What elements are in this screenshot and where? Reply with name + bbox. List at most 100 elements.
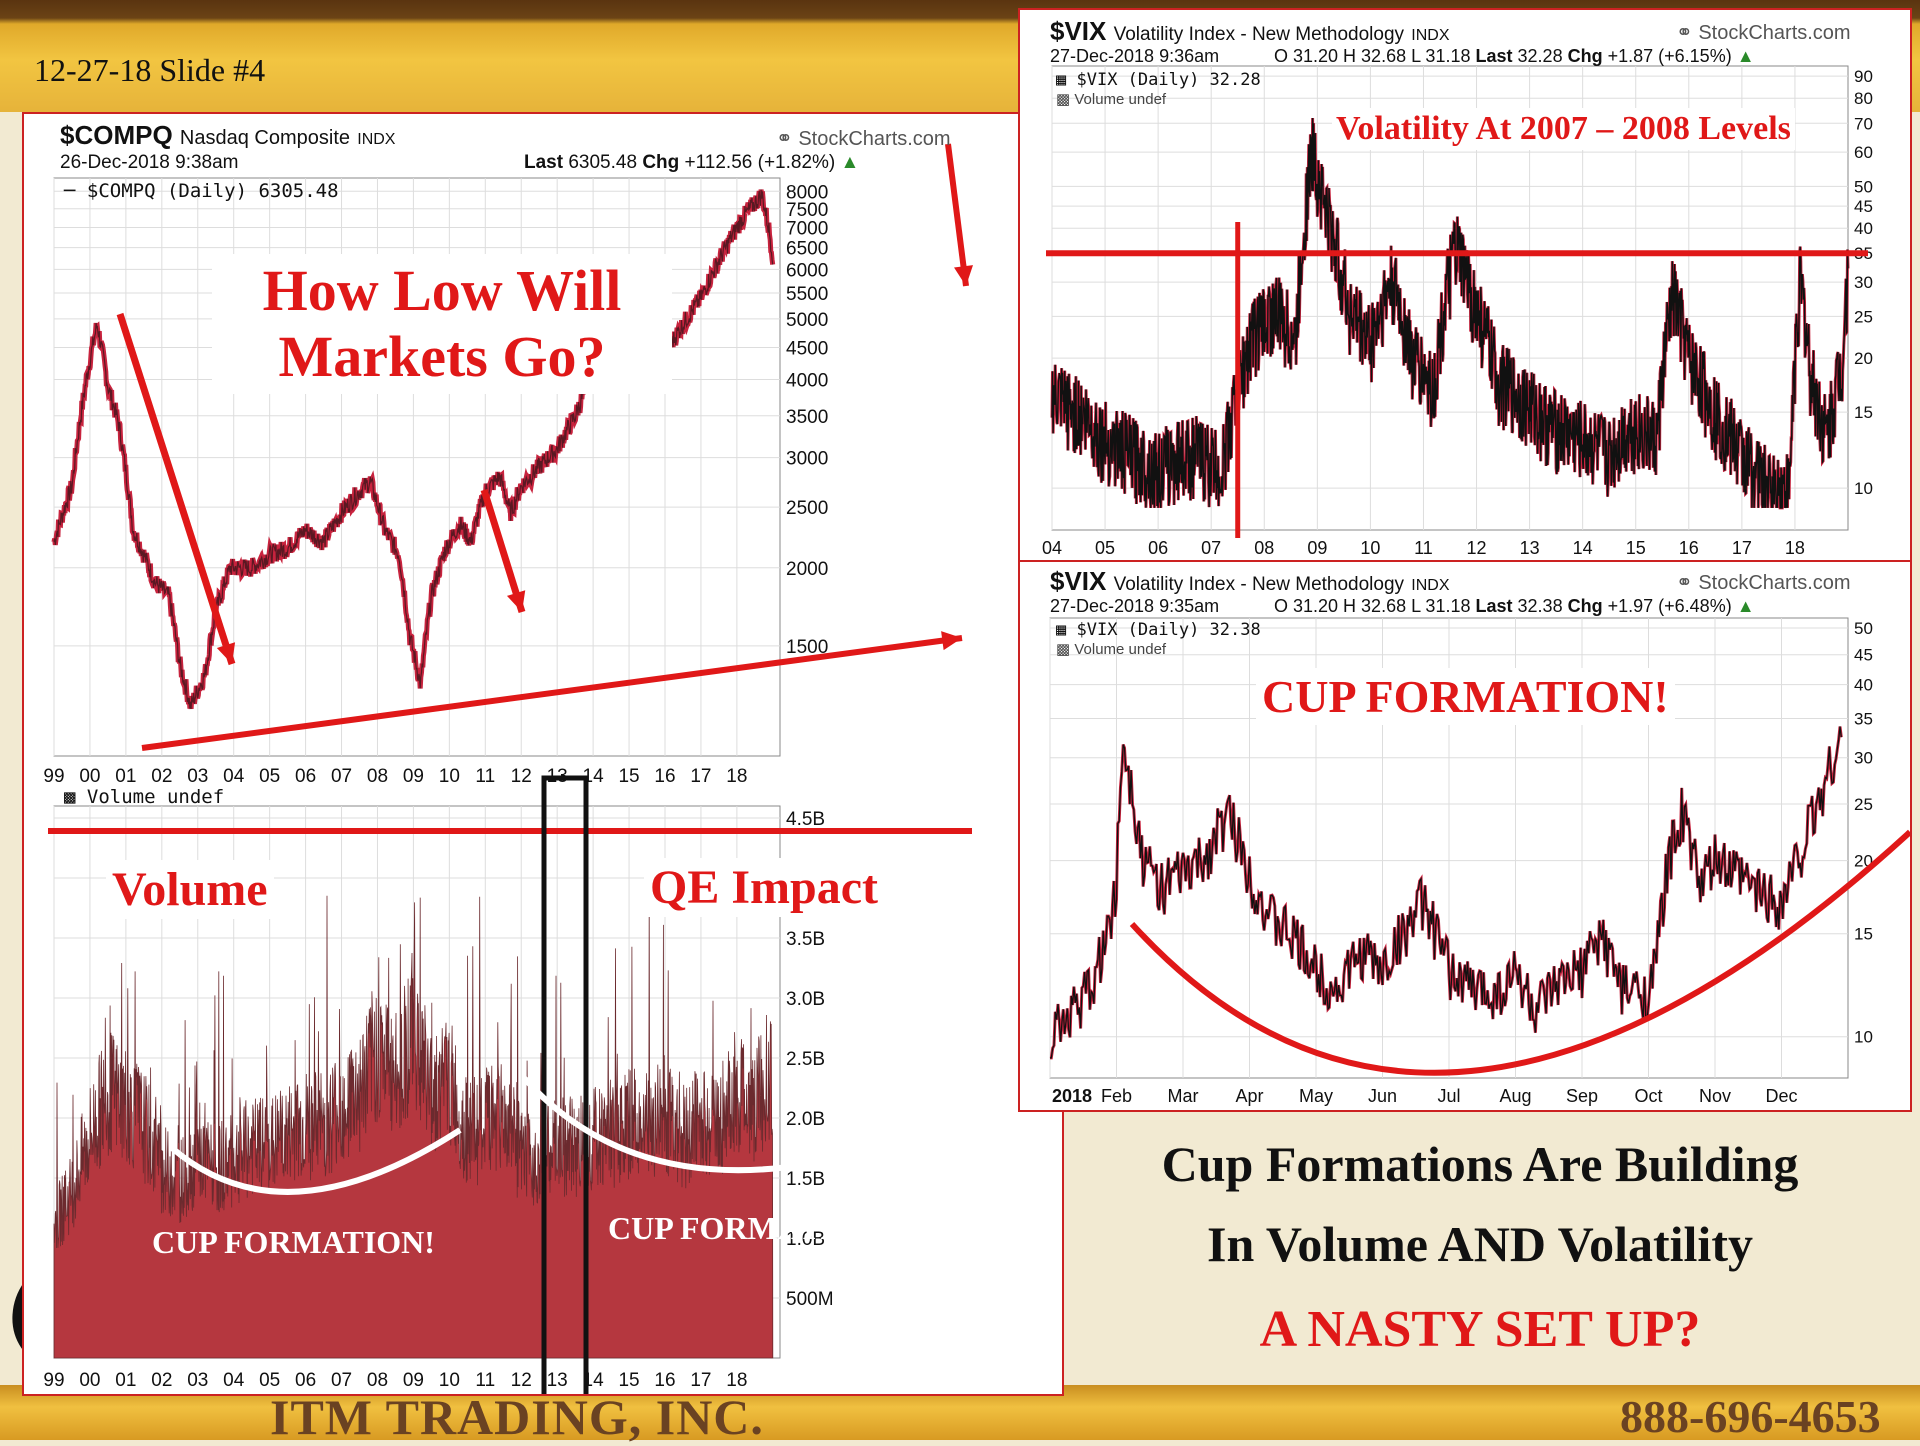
vix-2018-chart: 2018 Feb Mar Apr May Jun Jul Aug Sep Oct Nov Dec 50 4…: [1018, 560, 1912, 1112]
compq-volume-x-tick-label: 02: [151, 1370, 172, 1391]
vix-long-x-tick-label: 08: [1254, 538, 1274, 558]
compq-y-tick-label: 2000: [786, 559, 828, 580]
vix-long-x-tick-label: 11: [1414, 538, 1433, 558]
compq-annotation-title: How Low Will Markets Go?: [212, 254, 672, 394]
vix-2018-x-tick-label: Jul: [1437, 1086, 1460, 1106]
compq-x-tick-label: 12: [511, 766, 532, 787]
vix-long-x-tick-label: 17: [1732, 538, 1752, 558]
compq-decline-arrow-2008: [480, 488, 526, 614]
vix-2018-legend: ▦ $VIX (Daily) 32.38: [1056, 620, 1261, 640]
compq-name: Nasdaq Composite: [179, 127, 351, 149]
vix-long-x-tick-label: 12: [1467, 538, 1487, 558]
vix-long-x-tick-label: 13: [1520, 538, 1540, 558]
company-name: ITM TRADING, INC.: [270, 1389, 764, 1445]
slide-question: A NASTY SET UP?: [1259, 1301, 1701, 1358]
compq-x-tick-label: 09: [403, 766, 424, 787]
company-phone: 888-696-4653: [1620, 1391, 1881, 1442]
vix-long-y-tick-label: 15: [1854, 403, 1873, 422]
vix-long-y-tick-label: 50: [1854, 177, 1873, 196]
slide-headline: Cup Formations Are Building In Volume AN…: [1060, 1124, 1900, 1284]
vix-2018-x-tick-label: Oct: [1634, 1086, 1662, 1106]
vix-2018-x-tick-label: 2018: [1052, 1086, 1092, 1106]
compq-volume-y-tick-label: 3.0B: [786, 989, 825, 1010]
vix-long-x-tick-label: 04: [1042, 538, 1062, 558]
compq-x-tick-label: 10: [439, 766, 460, 787]
vix-long-x-tick-label: 15: [1626, 538, 1646, 558]
compq-symbol: $COMPQ: [60, 120, 173, 150]
compq-y-tick-label: 2500: [786, 498, 828, 519]
vix-2018-y-tick-label: 10: [1854, 1028, 1873, 1047]
compq-volume-x-tick-label: 99: [43, 1370, 64, 1391]
up-triangle-icon: ▲: [840, 152, 860, 173]
vix-2018-x-tick-label: Feb: [1101, 1086, 1132, 1106]
vix-2018-x-tick-label: Apr: [1235, 1086, 1263, 1106]
compq-x-tick-label: 07: [331, 766, 352, 787]
copyright-icon: ⚭: [1676, 22, 1699, 44]
compq-date: 26-Dec-2018 9:38am: [60, 152, 239, 173]
vix-long-y-tick-label: 90: [1854, 67, 1873, 86]
compq-volume-x-tick-label: 18: [726, 1370, 747, 1391]
compq-x-tick-label: 05: [259, 766, 280, 787]
compq-volume-legend: ▩ Volume undef: [64, 786, 225, 808]
vix-long-header: $VIX Volatility Index - New Methodology …: [1050, 16, 1450, 46]
vix-2018-x-tick-label: May: [1299, 1086, 1333, 1106]
compq-x-tick-label: 00: [79, 766, 100, 787]
compq-volume-y-tick-label: 1.0B: [786, 1229, 825, 1250]
compq-x-tick-label: 02: [151, 766, 172, 787]
vix-long-x-tick-label: 09: [1307, 538, 1327, 558]
vix-long-y-tick-label: 20: [1854, 349, 1873, 368]
compq-decline-arrow-2000: [116, 312, 236, 666]
compq-volume-x-tick-label: 10: [439, 1370, 460, 1391]
compq-volume-y-tick-label: 500M: [786, 1289, 834, 1310]
vix-2018-header: $VIX Volatility Index - New Methodology …: [1050, 566, 1450, 596]
compq-volume-y-tick-label: 3.5B: [786, 929, 825, 950]
compq-x-tick-label: 16: [654, 766, 675, 787]
volume-cup-annotation-1: CUP FORMATION!: [152, 1224, 435, 1260]
vix-2018-x-tick-label: Aug: [1499, 1086, 1531, 1106]
compq-volume-x-tick-label: 16: [654, 1370, 675, 1391]
compq-y-tick-label: 6500: [786, 239, 828, 260]
vix-2018-y-tick-label: 40: [1854, 676, 1873, 695]
vix-2018-annotation: CUP FORMATION!: [1256, 668, 1675, 725]
compq-decline-arrow-2018: [945, 143, 969, 287]
vix-2018-cup-curve: [1129, 829, 1910, 1076]
ohlc-icon: ▦: [1056, 620, 1077, 640]
compq-y-tick-label: 5000: [786, 310, 828, 331]
compq-x-tick-label: 18: [726, 766, 747, 787]
ohlc-icon: ▦: [1056, 70, 1077, 90]
compq-x-tick-label: 03: [187, 766, 208, 787]
slide-label: 12-27-18 Slide #4: [34, 52, 266, 88]
vix-long-y-tick-label: 30: [1854, 273, 1873, 292]
compq-y-tick-label: 5500: [786, 284, 828, 305]
compq-volume-cup-curve-1: [170, 1127, 462, 1195]
vix-2018-x-tick-label: Sep: [1566, 1086, 1598, 1106]
compq-decline-arrow-2018-head: [954, 265, 974, 286]
compq-volume-x-tick-label: 07: [331, 1370, 352, 1391]
volume-bars-icon: ▩: [64, 786, 87, 808]
vix-long-legend: ▦ $VIX (Daily) 32.28: [1056, 70, 1261, 90]
compq-volume-x-tick-label: 01: [115, 1370, 136, 1391]
compq-header: $COMPQ Nasdaq Composite INDX: [60, 120, 395, 151]
vix-long-x-tick-label: 16: [1679, 538, 1699, 558]
vix-long-y-tick-label: 45: [1854, 197, 1873, 216]
compq-volume-x-tick-label: 04: [223, 1370, 245, 1391]
vix-2018-quote: O 31.20 H 32.68 L 31.18 Last 32.38 Chg +…: [1274, 596, 1755, 616]
compq-y-tick-label: 4000: [786, 371, 828, 392]
compq-decline-arrow-2008-head: [506, 590, 526, 612]
compq-last-chg: Last 6305.48 Chg +112.56 (+1.82%) ▲: [524, 152, 860, 173]
vix-2018-volume-legend: ▩ Volume undef: [1056, 641, 1167, 658]
copyright-icon: ⚭: [776, 128, 799, 150]
vix-long-x-tick-label: 14: [1573, 538, 1593, 558]
compq-volume-x-tick-label: 08: [367, 1370, 388, 1391]
vix-long-y-tick-label: 40: [1854, 219, 1873, 238]
vix-2018-date: 27-Dec-2018 9:35am: [1050, 596, 1220, 616]
compq-x-tick-label: 15: [618, 766, 639, 787]
compq-volume-x-tick-label: 03: [187, 1370, 208, 1391]
vix-long-x-tick-label: 10: [1360, 538, 1380, 558]
compq-support-trend-arrow-head: [941, 631, 962, 651]
vix-2018-x-tick-label: Nov: [1699, 1086, 1731, 1106]
compq-decline-arrow-2000-head: [216, 642, 236, 664]
vix-long-chart: 04 05 06 07 08 09 10 11 12 13 14 15 16 17 18 90 80 70 60 50…: [1018, 8, 1912, 564]
copyright-icon: ⚭: [1676, 572, 1699, 594]
vix-long-x-tick-label: 06: [1148, 538, 1168, 558]
